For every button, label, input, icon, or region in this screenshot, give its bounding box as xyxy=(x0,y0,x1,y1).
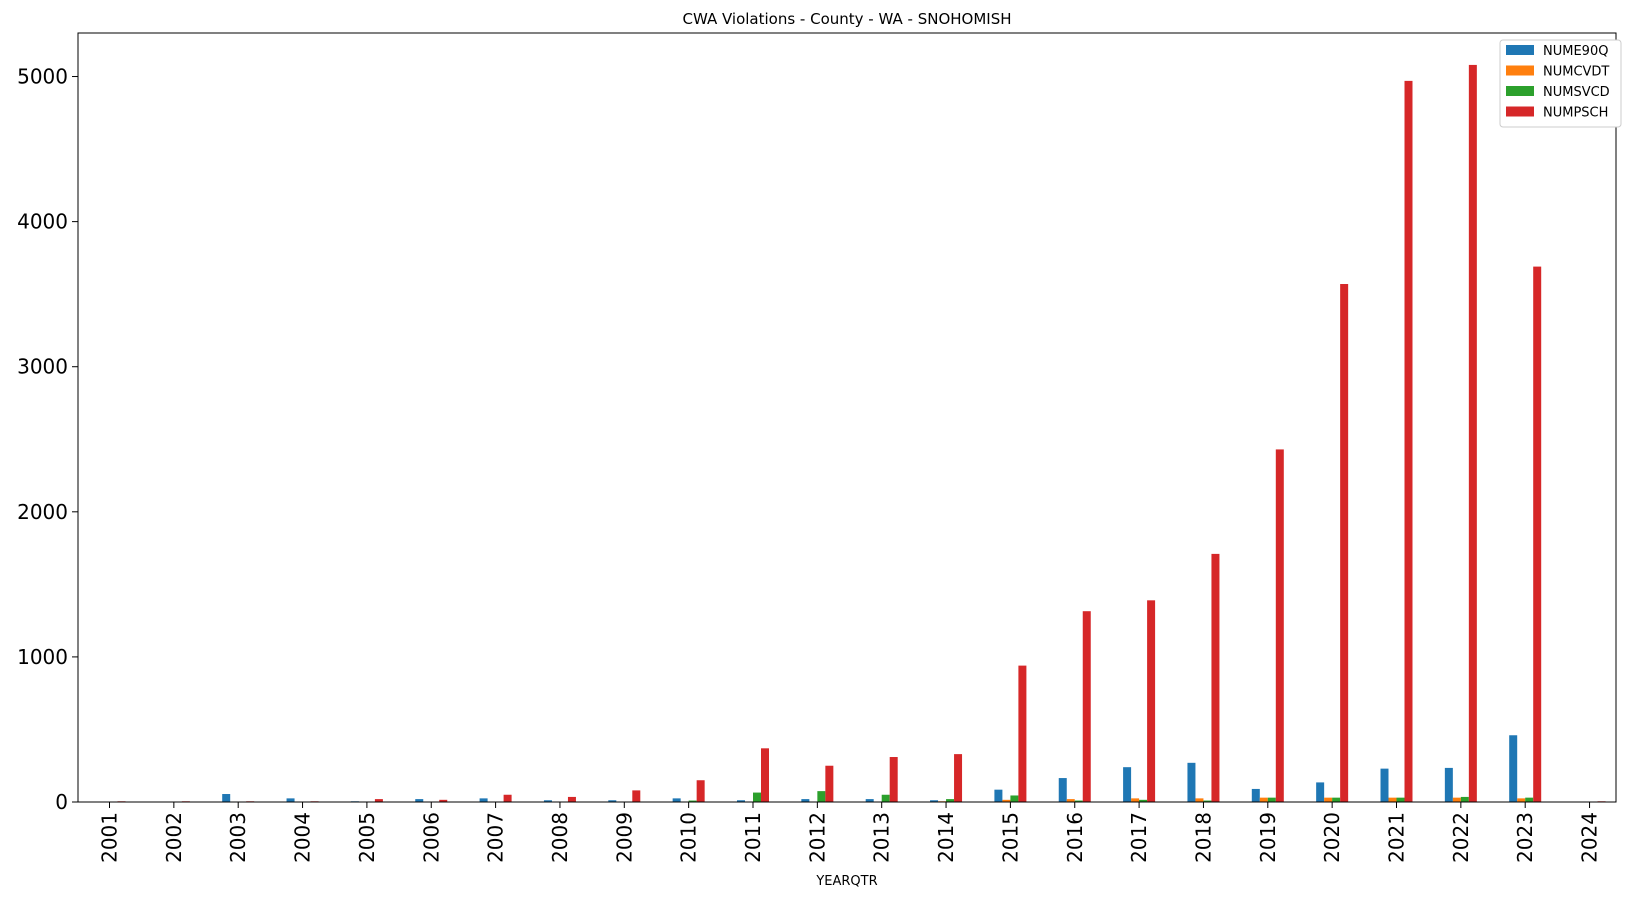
x-tick-label: 2021 xyxy=(1385,812,1409,863)
x-tick-label: 2020 xyxy=(1320,812,1344,863)
x-tick-label: 2017 xyxy=(1127,812,1151,863)
bar-numsvcd-2023 xyxy=(1525,798,1533,802)
x-tick-label: 2022 xyxy=(1449,812,1473,863)
bar-numpsch-2022 xyxy=(1469,65,1477,802)
legend-label-numpsch: NUMPSCH xyxy=(1543,106,1608,121)
bar-numpsch-2008 xyxy=(568,797,576,802)
x-tick-label: 2007 xyxy=(484,812,508,863)
bar-numpsch-2018 xyxy=(1211,554,1219,802)
bar-nume90q-2018 xyxy=(1187,763,1195,802)
bar-numcvdt-2019 xyxy=(1260,798,1268,802)
bar-numsvcd-2020 xyxy=(1332,798,1340,802)
x-tick-label: 2003 xyxy=(226,812,250,863)
y-tick-label: 3000 xyxy=(17,355,68,379)
bar-numpsch-2020 xyxy=(1340,284,1348,802)
bar-nume90q-2007 xyxy=(480,798,488,802)
legend-swatch-numsvcd xyxy=(1506,86,1534,96)
bar-nume90q-2020 xyxy=(1316,782,1324,802)
x-axis-label: YEARQTR xyxy=(815,874,877,889)
x-tick-label: 2013 xyxy=(870,812,894,863)
bar-nume90q-2016 xyxy=(1059,778,1067,802)
chart-title: CWA Violations - County - WA - SNOHOMISH xyxy=(682,10,1011,28)
legend: NUME90Q NUMCVDT NUMSVCD NUMPSCH xyxy=(1500,40,1621,127)
bar-numsvcd-2019 xyxy=(1268,798,1276,802)
x-tick-label: 2008 xyxy=(548,812,572,863)
bar-nume90q-2010 xyxy=(673,798,681,802)
bar-numcvdt-2021 xyxy=(1389,798,1397,802)
x-tick-label: 2024 xyxy=(1578,812,1602,863)
legend-label-numcvdt: NUMCVDT xyxy=(1543,65,1609,80)
bar-numsvcd-2011 xyxy=(753,793,761,802)
x-tick-label: 2012 xyxy=(805,812,829,863)
bar-numsvcd-2022 xyxy=(1461,797,1469,802)
bar-numsvcd-2012 xyxy=(817,791,825,802)
legend-swatch-numcvdt xyxy=(1506,66,1534,76)
y-tick-label: 2000 xyxy=(17,500,68,524)
bar-numpsch-2019 xyxy=(1276,449,1284,802)
bar-numsvcd-2013 xyxy=(882,795,890,802)
bar-numpsch-2012 xyxy=(825,766,833,802)
bar-nume90q-2015 xyxy=(994,790,1002,802)
bar-numpsch-2007 xyxy=(504,795,512,802)
y-tick-label: 4000 xyxy=(17,210,68,234)
bar-numpsch-2021 xyxy=(1405,81,1413,802)
bar-nume90q-2003 xyxy=(222,794,230,802)
bar-numcvdt-2022 xyxy=(1453,798,1461,802)
bar-numpsch-2013 xyxy=(890,757,898,802)
x-tick-label: 2018 xyxy=(1191,812,1215,863)
legend-label-nume90q: NUME90Q xyxy=(1543,44,1608,59)
x-tick-label: 2010 xyxy=(677,812,701,863)
bars-layer xyxy=(118,65,1606,802)
bar-nume90q-2004 xyxy=(287,798,295,802)
bar-nume90q-2017 xyxy=(1123,767,1131,802)
y-tick-label: 5000 xyxy=(17,65,68,89)
bar-nume90q-2019 xyxy=(1252,789,1260,802)
y-axis: 0 1000 2000 3000 4000 5000 xyxy=(17,65,78,814)
x-tick-label: 2015 xyxy=(998,812,1022,863)
y-tick-label: 1000 xyxy=(17,645,68,669)
bar-numcvdt-2018 xyxy=(1195,798,1203,802)
bar-nume90q-2021 xyxy=(1381,769,1389,802)
bar-numpsch-2017 xyxy=(1147,600,1155,802)
x-tick-label: 2016 xyxy=(1063,812,1087,863)
bar-nume90q-2022 xyxy=(1445,768,1453,802)
bar-numpsch-2011 xyxy=(761,748,769,802)
x-tick-label: 2001 xyxy=(98,812,122,863)
x-axis: 2001 2002 2003 2004 2005 2006 2007 2008 2009 2010… xyxy=(98,802,1602,863)
bar-numsvcd-2015 xyxy=(1010,795,1018,802)
bar-numcvdt-2017 xyxy=(1131,798,1139,802)
x-tick-label: 2006 xyxy=(419,812,443,863)
x-tick-label: 2004 xyxy=(291,812,315,863)
bar-numpsch-2014 xyxy=(954,754,962,802)
legend-label-numsvcd: NUMSVCD xyxy=(1543,85,1610,100)
bar-numcvdt-2020 xyxy=(1324,798,1332,802)
bar-numpsch-2015 xyxy=(1018,666,1026,802)
legend-swatch-nume90q xyxy=(1506,45,1534,55)
plot-frame xyxy=(78,33,1616,802)
x-tick-label: 2002 xyxy=(162,812,186,863)
x-tick-label: 2014 xyxy=(934,812,958,863)
bar-numpsch-2023 xyxy=(1533,267,1541,802)
bar-numpsch-2010 xyxy=(697,780,705,802)
x-tick-label: 2019 xyxy=(1256,812,1280,863)
bar-numpsch-2009 xyxy=(632,790,640,802)
x-tick-label: 2023 xyxy=(1513,812,1537,863)
x-tick-label: 2005 xyxy=(355,812,379,863)
bar-numcvdt-2023 xyxy=(1517,798,1525,802)
x-tick-label: 2009 xyxy=(612,812,636,863)
bar-nume90q-2023 xyxy=(1509,735,1517,802)
bar-numsvcd-2021 xyxy=(1397,798,1405,802)
y-tick-label: 0 xyxy=(55,790,68,814)
legend-swatch-numpsch xyxy=(1506,107,1534,117)
bar-numpsch-2016 xyxy=(1083,611,1091,802)
x-tick-label: 2011 xyxy=(741,812,765,863)
